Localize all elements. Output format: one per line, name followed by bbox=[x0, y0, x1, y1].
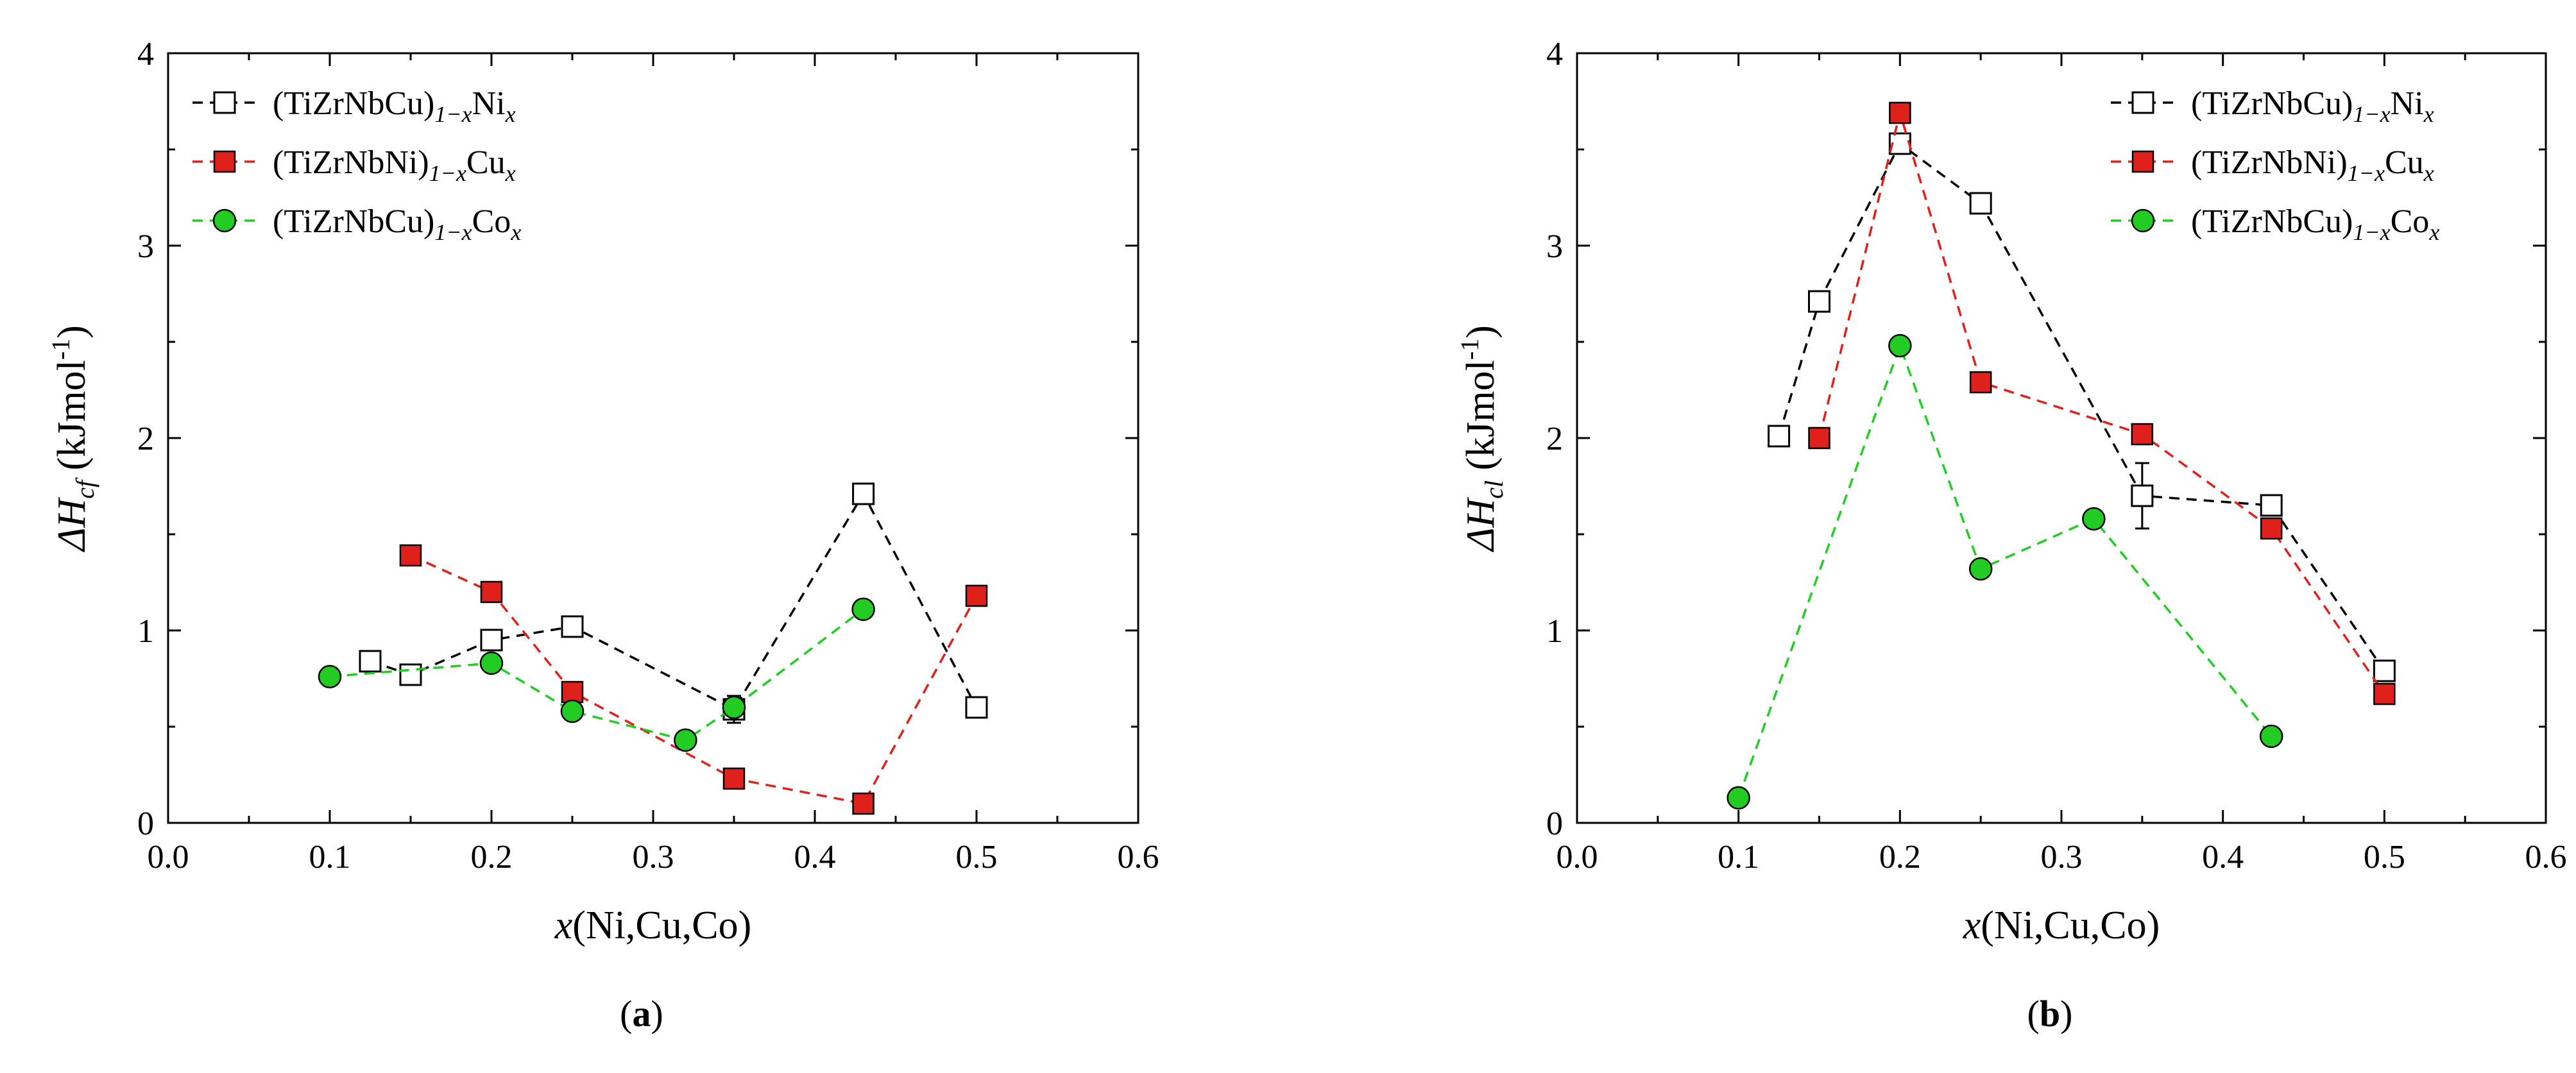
y-tick-label: 4 bbox=[137, 36, 154, 72]
legend-marker bbox=[213, 150, 236, 173]
panel-caption: (b) bbox=[2027, 993, 2073, 1035]
y-tick-label: 1 bbox=[1546, 613, 1563, 650]
chart-panel-a: 0.0 0.1 0.2 0.3 0.4 0.5 0.6 0 1 2 3 4 x(Ni,Cu,Co) ΔHc… bbox=[46, 36, 1159, 1035]
chart-panel-b: 0.0 0.1 0.2 0.3 0.4 0.5 0.6 0 1 2 3 4 x(Ni,Cu,Co) ΔHc… bbox=[1455, 36, 2567, 1035]
legend-marker bbox=[213, 91, 236, 114]
series-2 bbox=[399, 544, 988, 815]
x-tick-label: 0.1 bbox=[1718, 839, 1759, 875]
data-point bbox=[479, 651, 504, 675]
x-tick-label: 0.0 bbox=[1557, 839, 1598, 875]
x-tick-label: 0.2 bbox=[471, 839, 513, 875]
x-tick-label: 0.6 bbox=[2525, 839, 2567, 875]
data-point bbox=[561, 615, 584, 638]
data-point bbox=[2259, 724, 2283, 748]
x-tick-label: 0.4 bbox=[2202, 839, 2244, 875]
series-3 bbox=[1727, 334, 2283, 810]
x-tick-label: 0.3 bbox=[2041, 839, 2083, 875]
data-point bbox=[560, 699, 584, 723]
data-point bbox=[2082, 507, 2106, 531]
data-point bbox=[1727, 786, 1750, 810]
data-point bbox=[2373, 659, 2396, 682]
y-tick-label: 2 bbox=[137, 421, 154, 457]
x-tick-label: 0.6 bbox=[1118, 839, 1159, 875]
data-point bbox=[851, 597, 875, 621]
data-point bbox=[480, 580, 503, 604]
data-point bbox=[1768, 425, 1791, 448]
legend-marker bbox=[2131, 150, 2154, 173]
data-point bbox=[852, 792, 874, 815]
legend-entry-3: (TiZrNbCu)1−xCox bbox=[2111, 203, 2439, 245]
data-point bbox=[1969, 192, 1992, 215]
data-point bbox=[1889, 101, 1911, 124]
data-point bbox=[1808, 427, 1830, 450]
x-tick-label: 0.4 bbox=[794, 839, 836, 875]
series-line bbox=[410, 554, 978, 805]
series-1 bbox=[359, 482, 988, 724]
series-line bbox=[1818, 108, 2385, 695]
panel-caption: (a) bbox=[620, 993, 663, 1035]
series-line bbox=[329, 608, 864, 741]
series-2 bbox=[1808, 101, 2396, 705]
data-point bbox=[318, 664, 342, 689]
data-point bbox=[2260, 494, 2283, 517]
data-point bbox=[2260, 517, 2283, 540]
data-point bbox=[965, 584, 988, 607]
series-line bbox=[1737, 342, 2273, 798]
legend-label: (TiZrNbCu)1−xCox bbox=[2191, 203, 2439, 245]
data-point bbox=[2131, 484, 2154, 507]
legend-marker bbox=[2131, 208, 2155, 233]
y-tick-label: 4 bbox=[1546, 36, 1563, 72]
data-point bbox=[399, 663, 422, 686]
legend-label: (TiZrNbCu)1−xCox bbox=[273, 203, 521, 245]
data-point bbox=[2373, 682, 2396, 705]
series-3 bbox=[318, 597, 875, 752]
series-line bbox=[370, 491, 978, 711]
data-point bbox=[852, 482, 875, 505]
x-tick-label: 0.3 bbox=[633, 839, 674, 875]
data-point bbox=[2131, 423, 2154, 446]
legend-entry-3: (TiZrNbCu)1−xCox bbox=[192, 203, 521, 245]
legend-label: (TiZrNbNi)1−xCux bbox=[273, 144, 516, 186]
data-point bbox=[1888, 334, 1912, 358]
y-tick-label: 0 bbox=[137, 806, 154, 842]
legend-entry-1: (TiZrNbCu)1−xNix bbox=[2111, 85, 2434, 127]
y-tick-label: 3 bbox=[137, 228, 154, 265]
data-point bbox=[399, 544, 422, 567]
series-1 bbox=[1768, 132, 2396, 682]
legend-entry-2: (TiZrNbNi)1−xCux bbox=[192, 144, 516, 186]
y-tick-label: 0 bbox=[1546, 806, 1563, 842]
data-point bbox=[1969, 371, 1992, 394]
data-point bbox=[722, 767, 746, 790]
data-point bbox=[674, 728, 697, 752]
x-tick-label: 0.1 bbox=[309, 839, 351, 875]
x-tick-label: 0.0 bbox=[148, 839, 189, 875]
legend-entry-1: (TiZrNbCu)1−xNix bbox=[192, 85, 516, 127]
x-tick-label: 0.5 bbox=[2364, 839, 2405, 875]
legend-label: (TiZrNbNi)1−xCux bbox=[2191, 144, 2434, 186]
data-point bbox=[359, 650, 382, 673]
x-tick-label: 0.2 bbox=[1879, 839, 1921, 875]
legend-entry-2: (TiZrNbNi)1−xCux bbox=[2111, 144, 2434, 186]
y-tick-label: 3 bbox=[1546, 228, 1563, 265]
data-point bbox=[965, 696, 988, 719]
legend-marker bbox=[2131, 91, 2154, 114]
legend-label: (TiZrNbCu)1−xNix bbox=[2191, 85, 2434, 127]
data-point bbox=[480, 629, 503, 652]
y-axis-title: ΔHcf (kJmol-1) bbox=[46, 325, 99, 553]
data-point bbox=[1808, 290, 1830, 313]
y-tick-label: 1 bbox=[137, 613, 154, 650]
x-axis-title: x(Ni,Cu,Co) bbox=[1963, 904, 2160, 947]
y-tick-label: 2 bbox=[1546, 421, 1563, 457]
data-point bbox=[1968, 557, 1993, 581]
data-point bbox=[722, 695, 746, 720]
x-axis-title: x(Ni,Cu,Co) bbox=[554, 904, 752, 947]
x-tick-label: 0.5 bbox=[956, 839, 998, 875]
y-axis-title: ΔHcl (kJmol-1) bbox=[1455, 325, 1508, 553]
data-point bbox=[561, 680, 584, 704]
legend-label: (TiZrNbCu)1−xNix bbox=[273, 85, 516, 127]
legend-marker bbox=[212, 208, 237, 233]
